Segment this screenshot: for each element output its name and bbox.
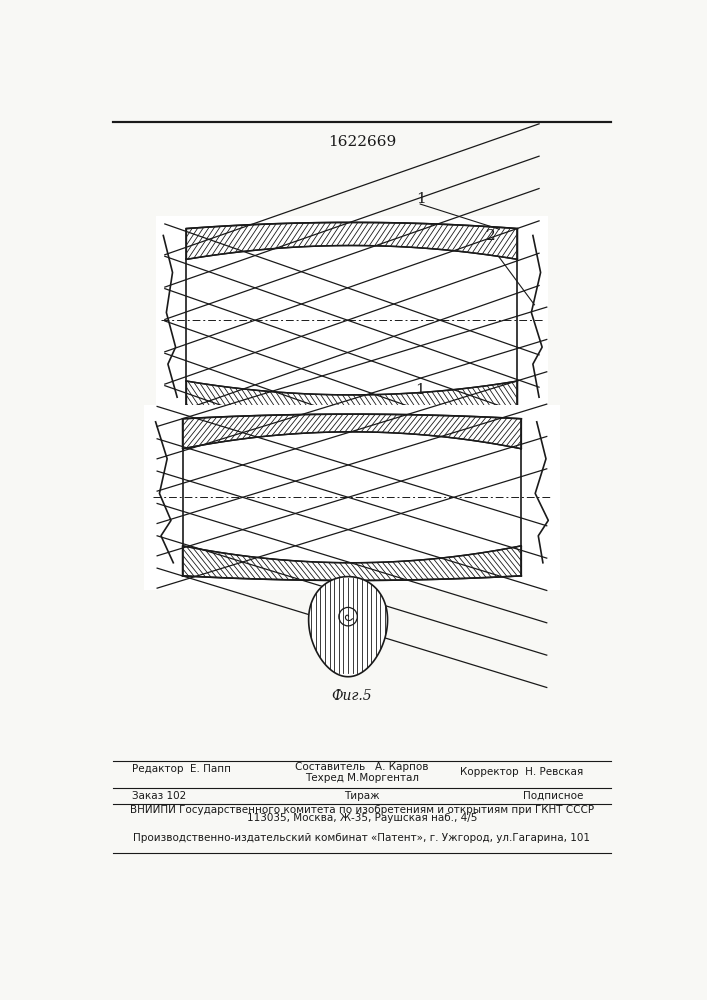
Polygon shape — [182, 414, 521, 449]
Text: Производственно-издательский комбинат «Патент», г. Ужгород, ул.Гагарина, 101: Производственно-издательский комбинат «П… — [134, 833, 590, 843]
Text: 1622669: 1622669 — [328, 135, 396, 149]
Text: Техред М.Моргентал: Техред М.Моргентал — [305, 773, 419, 783]
Polygon shape — [187, 222, 518, 259]
Text: 113035, Москва, Ж-35, Раушская наб., 4/5: 113035, Москва, Ж-35, Раушская наб., 4/5 — [247, 813, 477, 823]
Text: Составитель   А. Карпов: Составитель А. Карпов — [296, 762, 428, 772]
Polygon shape — [144, 405, 560, 590]
Text: Подписное: Подписное — [522, 791, 583, 801]
Text: Заказ 102: Заказ 102 — [132, 791, 187, 801]
Polygon shape — [300, 418, 404, 447]
Text: Тираж: Тираж — [344, 791, 380, 801]
Text: 1: 1 — [415, 382, 425, 396]
Polygon shape — [309, 577, 387, 677]
Text: Корректор  Н. Ревская: Корректор Н. Ревская — [460, 767, 583, 777]
Text: 2: 2 — [486, 229, 496, 242]
Polygon shape — [187, 381, 518, 418]
Text: Фиг.5: Фиг.5 — [332, 689, 373, 703]
Polygon shape — [156, 216, 549, 432]
Text: Редактор  Е. Папп: Редактор Е. Папп — [132, 764, 231, 774]
Polygon shape — [182, 546, 521, 580]
Text: Фиг.4: Фиг.4 — [332, 457, 373, 471]
Text: ВНИИПИ Государственного комитета по изобретениям и открытиям при ГКНТ СССР: ВНИИПИ Государственного комитета по изоб… — [130, 805, 594, 815]
Text: 1: 1 — [416, 192, 426, 206]
Text: 2: 2 — [497, 413, 507, 427]
